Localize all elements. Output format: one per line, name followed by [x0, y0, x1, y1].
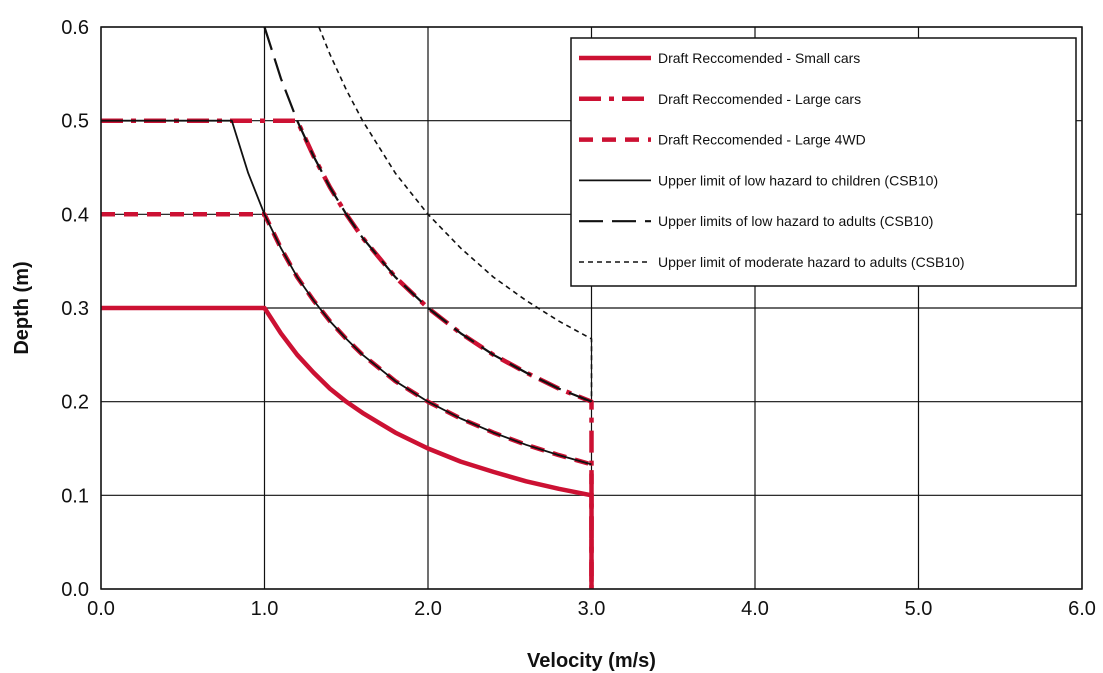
x-tick-label: 6.0 — [1068, 598, 1096, 620]
legend-label: Draft Reccomended - Small cars — [658, 50, 860, 66]
series-line-1 — [101, 305, 594, 589]
y-tick-label: 0.3 — [61, 298, 89, 320]
series-line-4 — [101, 119, 592, 466]
x-tick-label: 2.0 — [414, 598, 442, 620]
y-tick-label: 0.1 — [61, 485, 89, 507]
plot-frame — [100, 26, 1083, 590]
x-tick-label: 1.0 — [251, 598, 279, 620]
legend-label: Upper limits of low hazard to adults (CS… — [658, 213, 933, 229]
y-tick-label: 0.0 — [61, 579, 89, 601]
legend-label: Upper limit of moderate hazard to adults… — [658, 254, 965, 270]
x-axis-title: Velocity (m/s) — [527, 650, 656, 672]
series-group — [101, 26, 594, 589]
legend-label: Draft Reccomended - Large cars — [658, 91, 861, 107]
x-tick-label: 0.0 — [87, 598, 115, 620]
x-tick-label: 3.0 — [578, 598, 606, 620]
y-tick-label: 0.6 — [61, 17, 89, 39]
y-tick-label: 0.4 — [61, 204, 89, 226]
legend-label: Draft Reccomended - Large 4WD — [658, 132, 866, 148]
legend-box — [570, 37, 1077, 287]
tick-labels: 0.0 1.0 2.0 3.0 4.0 5.0 6.0 0.0 0.1 0.2 0.3 0.4 0.5 0… — [61, 17, 1096, 620]
x-tick-label: 5.0 — [905, 598, 933, 620]
legend: Draft Reccomended - Small cars Draft Recc… — [570, 37, 1077, 287]
y-axis-title: Depth (m) — [11, 261, 33, 354]
y-tick-label: 0.5 — [61, 111, 89, 133]
legend-label: Upper limit of low hazard to children (C… — [658, 172, 938, 188]
series-line-5 — [263, 26, 592, 403]
x-tick-label: 4.0 — [741, 598, 769, 620]
y-tick-label: 0.2 — [61, 392, 89, 414]
